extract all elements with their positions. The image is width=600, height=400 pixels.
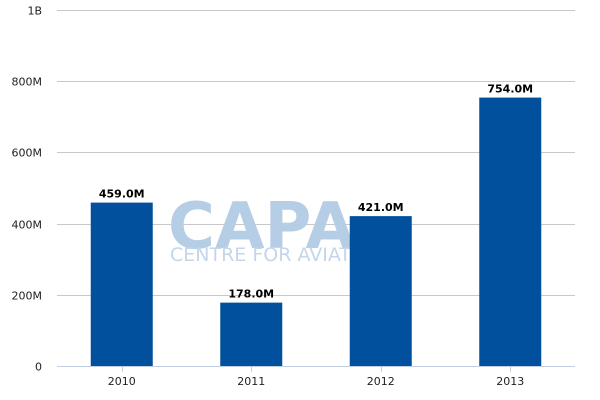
x-axis: 2010 2011 2012 2013: [57, 366, 575, 388]
y-tick-label: 200M: [12, 290, 43, 303]
watermark-brand: CAPA: [168, 190, 356, 264]
data-label-2010: 459.0M: [99, 188, 145, 201]
y-tick-label: 800M: [12, 76, 43, 89]
data-label-2013: 754.0M: [487, 83, 533, 96]
y-tick-label: 1B: [27, 5, 42, 18]
y-tick-label: 600M: [12, 147, 43, 160]
bar-2010: [90, 202, 153, 366]
bar-2013: [479, 97, 542, 367]
watermark-tagline: CENTRE FOR AVIATION: [170, 244, 386, 266]
y-tick-label: 0: [35, 361, 42, 374]
y-axis: 0 200M 400M 600M 800M 1B: [12, 5, 43, 374]
y-tick-label: 400M: [12, 219, 43, 232]
data-labels: 459.0M 178.0M 421.0M 754.0M: [99, 83, 533, 301]
x-tick-label: 2010: [108, 375, 136, 388]
bar-2011: [220, 302, 283, 366]
x-tick-label: 2013: [496, 375, 524, 388]
x-tick-label: 2012: [367, 375, 395, 388]
data-label-2011: 178.0M: [228, 288, 274, 301]
capa-watermark: CAPA CENTRE FOR AVIATION: [168, 190, 386, 266]
data-label-2012: 421.0M: [358, 201, 404, 214]
bars: [90, 97, 542, 367]
x-tick-label: 2011: [237, 375, 265, 388]
bar-2012: [349, 216, 412, 366]
